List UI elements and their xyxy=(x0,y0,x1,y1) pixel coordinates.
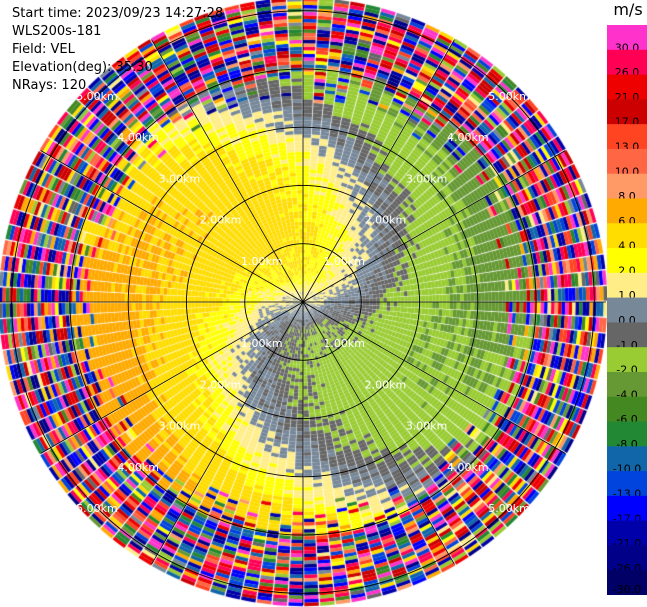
colorbar-swatch xyxy=(607,198,647,224)
colorbar-swatch xyxy=(607,545,647,571)
azimuth-spoke xyxy=(302,301,455,565)
range-ring-label: 2.00km xyxy=(200,378,242,391)
colorbar-tick-label: -30.0 xyxy=(613,583,641,595)
range-ring-label: 4.00km xyxy=(117,131,159,144)
colorbar-swatch xyxy=(607,272,647,299)
colorbar-swatch xyxy=(607,25,647,51)
azimuth-spoke xyxy=(151,39,304,303)
range-ring xyxy=(11,10,595,594)
colorbar-swatch xyxy=(607,471,647,497)
azimuth-spoke xyxy=(40,301,304,454)
range-ring-label: 5.00km xyxy=(488,90,530,103)
azimuth-spoke xyxy=(302,150,566,303)
colorbar-unit: m/s xyxy=(613,0,643,19)
colorbar-swatch xyxy=(607,99,647,125)
field-label: Field: VEL xyxy=(12,42,75,57)
range-ring xyxy=(244,243,362,361)
range-ring-label: 3.00km xyxy=(406,420,448,433)
colorbar-swatch xyxy=(607,421,647,447)
colorbar-swatch xyxy=(607,371,647,398)
colorbar-swatch xyxy=(607,322,647,348)
nrays-label: NRays: 120 xyxy=(12,78,87,93)
range-ring-label: 5.00km xyxy=(76,90,118,103)
range-ring-label: 4.00km xyxy=(117,461,159,474)
colorbar-swatch xyxy=(607,446,647,472)
range-ring-label: 3.00km xyxy=(159,420,201,433)
colorbar-swatch xyxy=(607,396,647,423)
azimuth-spoke xyxy=(151,301,304,565)
colorbar-swatch xyxy=(607,570,647,595)
range-ring-label: 1.00km xyxy=(241,255,283,268)
range-ring xyxy=(127,126,479,478)
range-ring xyxy=(69,68,537,536)
colorbar-swatch xyxy=(607,124,647,150)
start-time-label: Start time: 2023/09/23 14:27:28 xyxy=(12,6,224,21)
ppi-overlay: 1.00km 1.00km 1.00km 1.00km 2.00km 2.00km 2.00… xyxy=(0,0,606,605)
instrument-label: WLS200s-181 xyxy=(12,24,102,39)
elevation-label: Elevation(deg): 35.30 xyxy=(12,60,153,75)
range-ring-label: 1.00km xyxy=(241,337,283,350)
azimuth-spoke xyxy=(302,301,566,454)
azimuth-spoke xyxy=(302,39,455,303)
range-ring-label: 3.00km xyxy=(406,172,448,185)
colorbar-swatch xyxy=(607,248,647,274)
azimuth-spoke xyxy=(40,150,304,303)
colorbar-swatch xyxy=(607,520,647,546)
range-ring xyxy=(186,185,420,419)
colorbar-swatch xyxy=(607,297,647,323)
range-ring-label: 2.00km xyxy=(365,214,407,227)
colorbar: 30.026.021.017.013.010.08.06.04.02.01.00… xyxy=(607,25,647,595)
range-ring-label: 2.00km xyxy=(365,378,407,391)
range-ring-label: 4.00km xyxy=(447,461,489,474)
range-ring-label: 3.00km xyxy=(159,172,201,185)
range-ring-label: 5.00km xyxy=(76,502,118,515)
colorbar-swatch xyxy=(607,173,647,199)
range-ring-label: 1.00km xyxy=(323,337,365,350)
range-ring-label: 2.00km xyxy=(200,214,242,227)
range-ring-label: 1.00km xyxy=(323,255,365,268)
colorbar-swatch xyxy=(607,347,647,373)
colorbar-swatch xyxy=(607,49,647,76)
colorbar-swatch xyxy=(607,148,647,175)
colorbar-swatch xyxy=(607,74,647,100)
colorbar-swatch xyxy=(607,495,647,522)
colorbar-swatch xyxy=(607,223,647,249)
range-ring-label: 4.00km xyxy=(447,131,489,144)
range-ring-label: 5.00km xyxy=(488,502,530,515)
